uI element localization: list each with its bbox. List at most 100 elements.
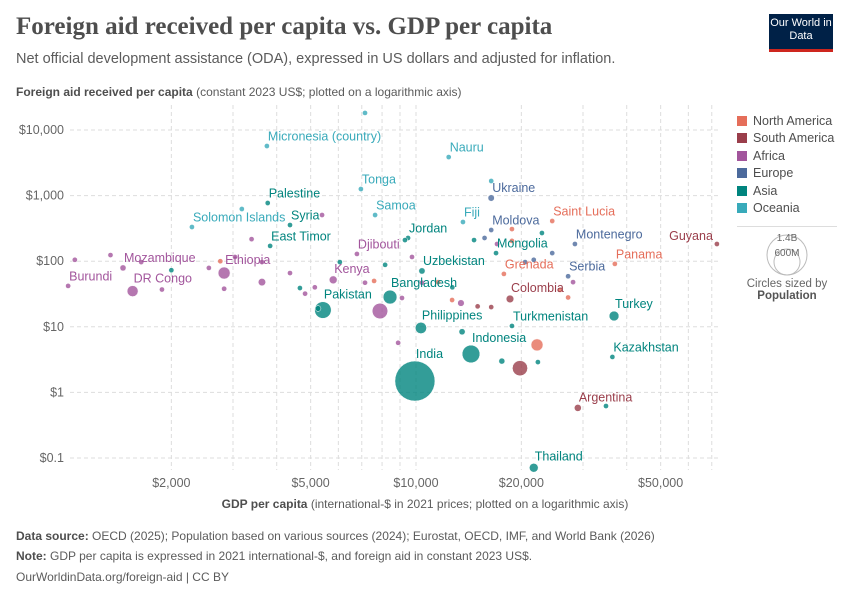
data-point [126,285,139,297]
data-point [371,302,389,320]
data-point [337,259,343,265]
size-legend-large-label: 1.4B [777,233,798,244]
data-point [512,360,528,377]
data-label: Kenya [334,262,369,276]
legend-item[interactable]: Africa [737,147,834,165]
data-label: Tonga [362,172,396,186]
legend-label: North America [753,113,833,128]
data-label: Jordan [409,221,447,235]
data-point [297,285,303,291]
data-point [287,222,293,228]
data-label: Palestine [269,186,320,200]
legend-label: Oceania [753,201,800,216]
data-point [603,403,609,409]
legend-label: South America [753,131,835,146]
data-point [501,271,507,277]
data-point [535,359,541,365]
legend-item[interactable]: South America [737,130,834,148]
data-point [445,154,452,160]
x-axis-label-bold: GDP per capita [221,497,308,511]
data-point [259,259,265,265]
data-point [267,243,273,249]
source-text: OECD (2025); Population based on various… [92,529,655,543]
legend-swatch [737,150,747,161]
data-label: Fiji [464,205,480,219]
data-point [461,344,481,364]
owid-logo[interactable]: Our World in Data [769,14,833,52]
data-point [319,212,325,218]
data-point [206,265,212,271]
data-point [418,267,426,275]
size-legend-variable: Population [757,290,817,302]
x-tick-label: $50,000 [638,476,683,490]
legend-swatch [737,203,747,214]
data-point [549,250,556,256]
data-label: Solomon Islands [193,210,285,224]
source-label: Data source: [16,529,89,543]
data-point [488,227,495,233]
data-point [232,254,238,260]
data-point [488,304,495,310]
data-point [549,218,556,224]
data-point [302,290,308,297]
y-axis-label-bold: Foreign aid received per capita [16,85,193,99]
data-label: Syria [291,208,320,222]
data-label: Bangladesh [391,276,457,290]
data-point [530,338,544,352]
data-point [189,224,195,230]
legend-swatch [737,185,747,196]
data-point [498,357,506,365]
legend-swatch [737,133,747,144]
data-point [609,354,616,360]
legend-item[interactable]: Asia [737,182,834,200]
data-label: Pakistan [324,288,372,302]
data-point [522,259,528,265]
data-point [238,206,245,212]
data-point [395,339,401,346]
data-point [529,463,539,473]
legend-item[interactable]: Oceania [737,200,834,218]
data-label: Saint Lucia [553,204,615,218]
data-point [608,310,620,322]
data-label: Turkey [615,297,653,311]
note-label: Note: [16,549,47,563]
data-point [574,404,582,412]
x-tick-label: $20,000 [499,476,544,490]
data-label: Guyana [669,229,713,243]
data-label: Turkmenistan [513,309,588,323]
data-label: Mozambique [124,251,196,265]
legend-item[interactable]: North America [737,112,834,130]
x-axis-label-rest: (international-$ in 2021 prices; plotted… [307,497,629,511]
legend-label: Europe [753,166,794,181]
data-point [570,279,576,285]
data-point [138,259,145,265]
y-tick-label: $10 [43,320,64,334]
data-point [311,284,318,291]
legend-swatch [737,168,747,179]
data-point [107,252,114,258]
note-line: Note: GDP per capita is expressed in 202… [16,549,532,563]
data-point [159,286,165,293]
data-point [409,254,415,260]
note-text: GDP per capita is expressed in 2021 inte… [50,549,533,563]
data-point [471,237,477,243]
legend-label: Asia [753,183,778,198]
legend-item[interactable]: Europe [737,165,834,183]
y-tick-label: $1 [50,385,64,399]
data-label: Montenegro [576,227,643,241]
data-point [264,200,271,206]
y-tick-label: $10,000 [19,123,64,137]
data-point [258,278,266,287]
y-axis-label: Foreign aid received per capita (constan… [16,85,462,99]
source-url-link[interactable]: OurWorldinData.org/foreign-aid | CC BY [16,570,229,584]
data-label: Moldova [492,213,539,227]
data-label: Ukraine [492,181,535,195]
data-point [449,297,455,303]
data-point [505,294,515,304]
data-point [287,270,293,276]
x-tick-label: $10,000 [393,476,438,490]
logo-text: Our World in Data [770,17,832,42]
data-label: Argentina [579,390,633,404]
data-label: East Timor [271,229,331,243]
data-point [362,279,368,286]
